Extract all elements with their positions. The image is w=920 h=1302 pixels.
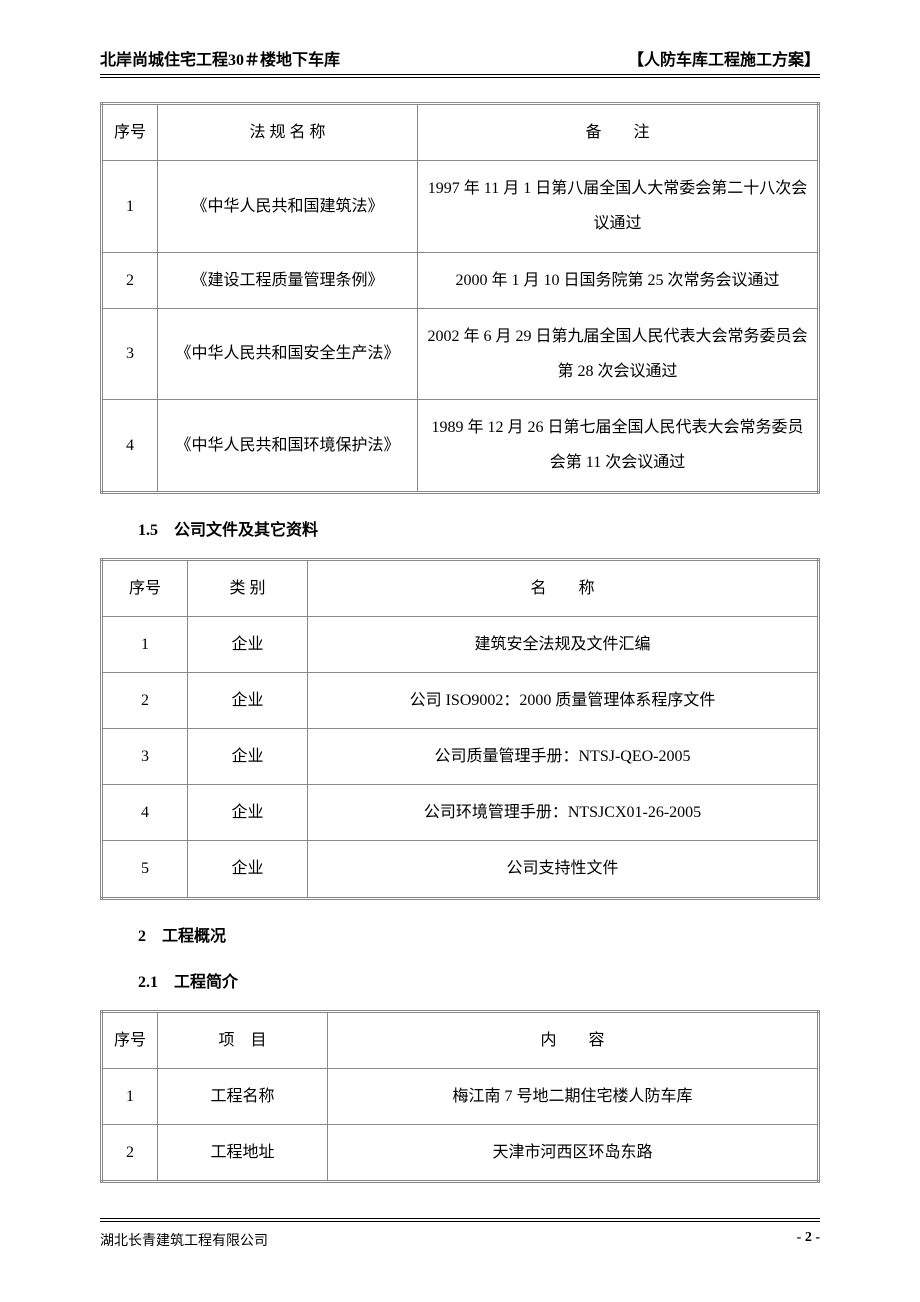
- th-seq: 序号: [102, 104, 158, 161]
- section-1-5: 1.5 公司文件及其它资料: [138, 516, 820, 540]
- cell-seq: 4: [102, 785, 188, 841]
- cell-name: 公司 ISO9002：2000 质量管理体系程序文件: [308, 672, 819, 728]
- footer-rule-2: [100, 1221, 820, 1222]
- th-seq: 序号: [102, 1011, 158, 1068]
- cell-seq: 1: [102, 161, 158, 252]
- footer-rule-1: [100, 1218, 820, 1219]
- th-content: 内 容: [328, 1011, 819, 1068]
- page-footer: 湖北长青建筑工程有限公司 - 2 -: [100, 1218, 820, 1250]
- cell-note: 1989 年 12 月 26 日第七届全国人民代表大会常务委员会第 11 次会议…: [418, 400, 819, 492]
- regulations-table: 序号 法 规 名 称 备 注 1 《中华人民共和国建筑法》 1997 年 11 …: [100, 102, 820, 494]
- cell-name: 公司质量管理手册：NTSJ-QEO-2005: [308, 729, 819, 785]
- cell-cat: 企业: [188, 729, 308, 785]
- cell-item: 工程地址: [158, 1125, 328, 1182]
- cell-seq: 2: [102, 252, 158, 308]
- company-docs-table: 序号 类 别 名 称 1 企业 建筑安全法规及文件汇编 2 企业 公司 ISO9…: [100, 558, 820, 900]
- cell-content: 天津市河西区环岛东路: [328, 1125, 819, 1182]
- th-name: 名 称: [308, 559, 819, 616]
- section-2-1: 2.1 工程简介: [138, 968, 820, 992]
- table-header-row: 序号 类 别 名 称: [102, 559, 819, 616]
- table-row: 4 企业 公司环境管理手册：NTSJCX01-26-2005: [102, 785, 819, 841]
- cell-cat: 企业: [188, 841, 308, 898]
- footer-right: - 2 -: [797, 1230, 820, 1250]
- table-row: 1 企业 建筑安全法规及文件汇编: [102, 616, 819, 672]
- header-right: 【人防车库工程施工方案】: [628, 46, 820, 70]
- page-header: 北岸尚城住宅工程30＃楼地下车库 【人防车库工程施工方案】: [100, 46, 820, 72]
- footer-left: 湖北长青建筑工程有限公司: [100, 1230, 268, 1250]
- table-row: 1 《中华人民共和国建筑法》 1997 年 11 月 1 日第八届全国人大常委会…: [102, 161, 819, 252]
- table-row: 4 《中华人民共和国环境保护法》 1989 年 12 月 26 日第七届全国人民…: [102, 400, 819, 492]
- cell-note: 1997 年 11 月 1 日第八届全国人大常委会第二十八次会议通过: [418, 161, 819, 252]
- header-left: 北岸尚城住宅工程30＃楼地下车库: [100, 46, 340, 70]
- cell-cat: 企业: [188, 785, 308, 841]
- cell-content: 梅江南 7 号地二期住宅楼人防车库: [328, 1068, 819, 1124]
- cell-name: 《建设工程质量管理条例》: [158, 252, 418, 308]
- header-rule-1: [100, 74, 820, 75]
- cell-name: 公司环境管理手册：NTSJCX01-26-2005: [308, 785, 819, 841]
- th-name: 法 规 名 称: [158, 104, 418, 161]
- cell-name: 《中华人民共和国安全生产法》: [158, 308, 418, 399]
- cell-name: 《中华人民共和国环境保护法》: [158, 400, 418, 492]
- project-overview-table: 序号 项 目 内 容 1 工程名称 梅江南 7 号地二期住宅楼人防车库 2 工程…: [100, 1010, 820, 1184]
- cell-note: 2000 年 1 月 10 日国务院第 25 次常务会议通过: [418, 252, 819, 308]
- cell-seq: 3: [102, 308, 158, 399]
- cell-seq: 1: [102, 616, 188, 672]
- cell-seq: 3: [102, 729, 188, 785]
- cell-seq: 2: [102, 1125, 158, 1182]
- th-cat: 类 别: [188, 559, 308, 616]
- th-seq: 序号: [102, 559, 188, 616]
- table-header-row: 序号 项 目 内 容: [102, 1011, 819, 1068]
- section-2: 2 工程概况: [138, 922, 820, 946]
- table-row: 2 工程地址 天津市河西区环岛东路: [102, 1125, 819, 1182]
- table-header-row: 序号 法 规 名 称 备 注: [102, 104, 819, 161]
- table-row: 1 工程名称 梅江南 7 号地二期住宅楼人防车库: [102, 1068, 819, 1124]
- header-rule-2: [100, 77, 820, 78]
- cell-item: 工程名称: [158, 1068, 328, 1124]
- table-row: 2 《建设工程质量管理条例》 2000 年 1 月 10 日国务院第 25 次常…: [102, 252, 819, 308]
- cell-name: 《中华人民共和国建筑法》: [158, 161, 418, 252]
- cell-name: 建筑安全法规及文件汇编: [308, 616, 819, 672]
- cell-note: 2002 年 6 月 29 日第九届全国人民代表大会常务委员会第 28 次会议通…: [418, 308, 819, 399]
- th-note: 备 注: [418, 104, 819, 161]
- table-row: 5 企业 公司支持性文件: [102, 841, 819, 898]
- cell-seq: 2: [102, 672, 188, 728]
- cell-seq: 1: [102, 1068, 158, 1124]
- table-row: 3 《中华人民共和国安全生产法》 2002 年 6 月 29 日第九届全国人民代…: [102, 308, 819, 399]
- th-item: 项 目: [158, 1011, 328, 1068]
- table-row: 2 企业 公司 ISO9002：2000 质量管理体系程序文件: [102, 672, 819, 728]
- cell-seq: 5: [102, 841, 188, 898]
- cell-cat: 企业: [188, 672, 308, 728]
- cell-name: 公司支持性文件: [308, 841, 819, 898]
- cell-seq: 4: [102, 400, 158, 492]
- table-row: 3 企业 公司质量管理手册：NTSJ-QEO-2005: [102, 729, 819, 785]
- cell-cat: 企业: [188, 616, 308, 672]
